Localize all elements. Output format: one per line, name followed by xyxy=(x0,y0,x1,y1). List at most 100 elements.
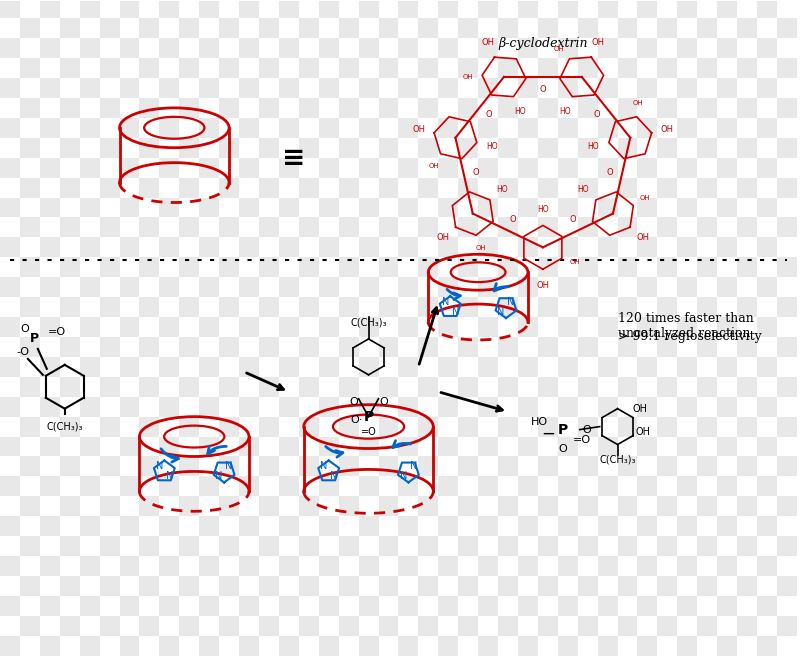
Bar xyxy=(139,58,159,78)
Bar xyxy=(398,556,418,576)
Bar xyxy=(199,18,219,38)
Bar xyxy=(618,158,638,177)
Bar xyxy=(777,317,797,337)
Bar xyxy=(358,436,378,457)
Bar xyxy=(578,78,598,98)
Bar xyxy=(259,616,279,636)
Bar xyxy=(438,237,458,258)
Bar xyxy=(478,138,498,158)
Bar xyxy=(757,118,777,138)
Bar xyxy=(658,576,678,596)
Bar xyxy=(159,436,179,457)
Text: OH: OH xyxy=(635,426,650,437)
Bar xyxy=(159,297,179,317)
Bar xyxy=(777,217,797,237)
Bar xyxy=(558,177,578,198)
Bar xyxy=(259,0,279,18)
Bar xyxy=(80,417,100,436)
Bar xyxy=(119,0,139,18)
Bar xyxy=(458,217,478,237)
Bar xyxy=(518,596,538,616)
Bar xyxy=(40,237,60,258)
Bar xyxy=(139,297,159,317)
Bar xyxy=(678,436,698,457)
Bar xyxy=(698,198,717,217)
Bar xyxy=(338,258,358,277)
Bar xyxy=(318,317,338,337)
Bar xyxy=(378,457,398,476)
Bar xyxy=(518,556,538,576)
Bar xyxy=(717,138,737,158)
Bar xyxy=(658,397,678,417)
Bar xyxy=(717,516,737,536)
Bar xyxy=(538,556,558,576)
Bar xyxy=(398,536,418,556)
Bar xyxy=(678,636,698,656)
Bar xyxy=(498,417,518,436)
Bar xyxy=(757,596,777,616)
Bar xyxy=(378,596,398,616)
Bar xyxy=(678,297,698,317)
Bar xyxy=(159,636,179,656)
Bar xyxy=(119,357,139,377)
Bar xyxy=(299,118,318,138)
Bar xyxy=(199,576,219,596)
Bar xyxy=(318,496,338,516)
Bar xyxy=(578,496,598,516)
Bar xyxy=(678,596,698,616)
Bar xyxy=(578,357,598,377)
Bar xyxy=(598,476,618,496)
Bar xyxy=(20,417,40,436)
Bar xyxy=(478,616,498,636)
Bar xyxy=(578,576,598,596)
Bar xyxy=(678,556,698,576)
Bar xyxy=(678,138,698,158)
Bar xyxy=(179,118,199,138)
Bar xyxy=(0,297,20,317)
Bar xyxy=(0,317,20,337)
Bar xyxy=(558,18,578,38)
Bar xyxy=(199,118,219,138)
Bar xyxy=(578,337,598,357)
Text: O: O xyxy=(594,110,600,120)
Bar xyxy=(538,476,558,496)
Bar xyxy=(698,436,717,457)
Bar xyxy=(299,78,318,98)
Bar xyxy=(698,177,717,198)
Bar xyxy=(518,258,538,277)
Bar xyxy=(698,556,717,576)
Text: N: N xyxy=(226,461,233,472)
Bar xyxy=(558,258,578,277)
Bar xyxy=(139,536,159,556)
Bar xyxy=(658,18,678,38)
Bar xyxy=(598,217,618,237)
Bar xyxy=(578,397,598,417)
Bar xyxy=(219,496,239,516)
Bar xyxy=(438,496,458,516)
Text: =O: =O xyxy=(48,327,66,337)
Bar xyxy=(119,556,139,576)
Bar xyxy=(598,397,618,417)
Bar xyxy=(318,217,338,237)
Bar xyxy=(638,536,658,556)
Bar xyxy=(259,357,279,377)
Text: N: N xyxy=(320,461,327,472)
Bar xyxy=(139,317,159,337)
Bar xyxy=(119,596,139,616)
Bar xyxy=(239,158,259,177)
Bar xyxy=(358,18,378,38)
Bar xyxy=(139,496,159,516)
Bar xyxy=(717,417,737,436)
Bar xyxy=(737,217,757,237)
Bar xyxy=(219,596,239,616)
Bar xyxy=(40,277,60,297)
Bar xyxy=(478,177,498,198)
Bar xyxy=(698,297,717,317)
Bar xyxy=(338,636,358,656)
Bar xyxy=(418,536,438,556)
Bar xyxy=(0,596,20,616)
Bar xyxy=(259,377,279,397)
Bar xyxy=(80,457,100,476)
Bar xyxy=(318,397,338,417)
Bar xyxy=(119,496,139,516)
